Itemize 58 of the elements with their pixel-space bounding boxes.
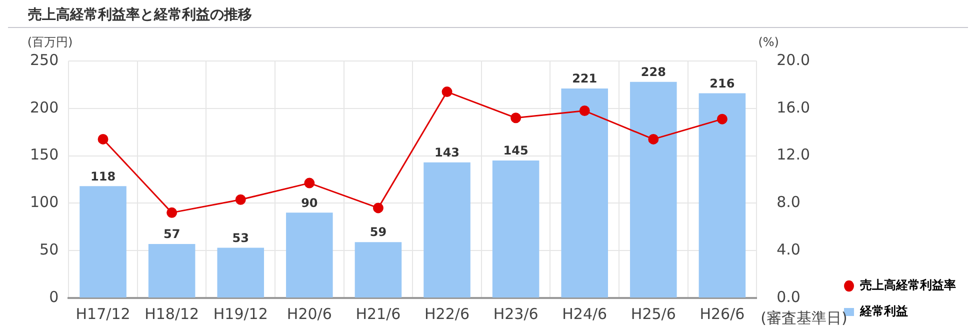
point: [166, 207, 178, 218]
bar: [80, 186, 126, 298]
y2-tick-label: 20.0: [776, 50, 810, 69]
point: [372, 202, 384, 214]
point: [235, 194, 246, 205]
point: [648, 134, 659, 144]
chart-title: 売上高経常利益率と経常利益の推移: [8, 4, 968, 28]
y-tick-label: 100: [30, 193, 59, 212]
y2-tick-label: 12.0: [776, 146, 810, 164]
y2-tick-label: 0.0: [776, 288, 800, 306]
point: [98, 134, 108, 144]
bar: [354, 242, 402, 298]
data-label: 221: [572, 72, 598, 86]
data-label: 145: [503, 144, 528, 158]
point: [716, 114, 728, 124]
bar: [698, 93, 746, 298]
x-tick-label: H26/6: [700, 304, 745, 323]
bar: [148, 244, 196, 298]
x-tick-label: H25/6: [630, 304, 676, 323]
point: [579, 106, 590, 116]
x-tick-label: H24/6: [562, 304, 608, 323]
y2-tick-label: 8.0: [776, 193, 800, 212]
point: [442, 86, 452, 98]
data-label: 90: [301, 196, 318, 210]
data-label: 118: [90, 169, 116, 184]
legend-label: 経常利益: [859, 304, 908, 318]
y-tick-label: 150: [30, 146, 59, 164]
point: [304, 178, 315, 188]
data-label: 53: [232, 230, 249, 245]
x-tick-label: H19/12: [213, 304, 268, 323]
bar: [286, 212, 333, 298]
data-label: 59: [370, 225, 387, 240]
y-axis-title: (百万円): [27, 35, 73, 50]
y2-axis-title: (%): [758, 35, 779, 50]
data-label: 57: [163, 227, 180, 242]
x-tick-label: H22/6: [424, 304, 470, 323]
data-label: 143: [434, 146, 460, 160]
y-tick-label: 50: [40, 240, 59, 258]
bar: [217, 248, 264, 298]
y2-tick-label: 4.0: [776, 240, 800, 258]
point: [510, 112, 522, 124]
legend-label: 売上高経常利益率: [860, 278, 956, 292]
data-label: 216: [710, 76, 735, 90]
x-tick-label: H23/6: [493, 304, 538, 323]
bar: [630, 82, 677, 298]
bar: [561, 88, 608, 298]
y-tick-label: 200: [30, 98, 59, 116]
y2-tick-label: 16.0: [776, 98, 810, 116]
bar: [492, 160, 540, 298]
data-label: 228: [640, 64, 666, 79]
y-tick-label: 250: [30, 50, 59, 69]
y-tick-label: 0: [49, 288, 59, 306]
x-tick-label: H21/6: [356, 304, 401, 323]
x-tick-label: H17/12: [76, 304, 130, 323]
bar: [424, 162, 470, 298]
x-axis-title: (審査基準日): [760, 308, 848, 327]
x-tick-label: H18/12: [144, 304, 200, 323]
x-tick-label: H20/6: [286, 304, 332, 323]
